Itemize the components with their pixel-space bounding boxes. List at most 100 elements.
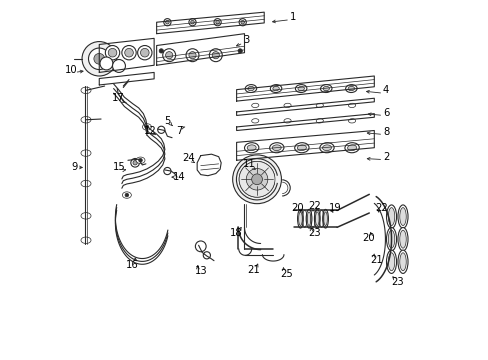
Circle shape: [108, 48, 117, 57]
Circle shape: [124, 48, 133, 57]
Text: 7: 7: [176, 126, 182, 135]
Circle shape: [239, 161, 274, 197]
Circle shape: [88, 48, 110, 69]
Ellipse shape: [81, 150, 91, 156]
Ellipse shape: [316, 119, 323, 123]
Ellipse shape: [387, 253, 394, 271]
Text: 13: 13: [194, 266, 206, 276]
Ellipse shape: [298, 212, 302, 226]
Ellipse shape: [386, 205, 396, 228]
Ellipse shape: [345, 85, 356, 93]
Ellipse shape: [284, 119, 290, 123]
Ellipse shape: [247, 86, 254, 91]
Circle shape: [163, 167, 171, 175]
Text: 11: 11: [242, 159, 255, 169]
Ellipse shape: [314, 210, 320, 228]
Ellipse shape: [386, 228, 396, 251]
Ellipse shape: [344, 143, 359, 153]
Circle shape: [163, 19, 171, 26]
Text: 20: 20: [291, 203, 303, 213]
Text: 15: 15: [113, 162, 126, 172]
Circle shape: [251, 174, 262, 185]
Ellipse shape: [81, 87, 91, 94]
Circle shape: [215, 21, 219, 24]
Text: 25: 25: [280, 269, 293, 279]
Circle shape: [188, 51, 196, 59]
Text: 9: 9: [71, 162, 77, 172]
Ellipse shape: [294, 143, 308, 153]
Circle shape: [209, 49, 222, 62]
Text: 12: 12: [144, 126, 157, 135]
Circle shape: [159, 49, 163, 53]
Ellipse shape: [323, 86, 329, 91]
Ellipse shape: [347, 86, 354, 91]
Ellipse shape: [284, 103, 290, 108]
Ellipse shape: [323, 212, 326, 226]
Text: 17: 17: [112, 93, 124, 103]
Circle shape: [125, 193, 128, 197]
Circle shape: [105, 45, 120, 60]
Ellipse shape: [272, 145, 281, 150]
Ellipse shape: [322, 145, 331, 150]
Circle shape: [94, 53, 104, 64]
Ellipse shape: [81, 213, 91, 219]
Ellipse shape: [247, 145, 256, 150]
Ellipse shape: [306, 212, 310, 226]
Text: 6: 6: [382, 108, 388, 118]
Ellipse shape: [297, 145, 305, 150]
Circle shape: [214, 19, 221, 26]
Ellipse shape: [387, 208, 394, 226]
Ellipse shape: [272, 86, 279, 91]
Ellipse shape: [319, 143, 333, 153]
Ellipse shape: [305, 210, 311, 228]
Text: 1: 1: [289, 12, 296, 22]
Ellipse shape: [397, 205, 407, 228]
Circle shape: [82, 41, 116, 76]
Circle shape: [158, 126, 164, 134]
Ellipse shape: [399, 208, 406, 226]
Ellipse shape: [81, 180, 91, 187]
Circle shape: [238, 49, 242, 53]
Ellipse shape: [251, 103, 258, 108]
Ellipse shape: [81, 237, 91, 243]
Circle shape: [112, 59, 125, 72]
Text: 21: 21: [246, 265, 259, 275]
Circle shape: [241, 21, 244, 24]
Text: 22: 22: [374, 203, 387, 213]
Circle shape: [139, 158, 142, 162]
Circle shape: [133, 161, 137, 165]
Circle shape: [163, 49, 175, 62]
Text: 2: 2: [382, 152, 388, 162]
Circle shape: [203, 252, 210, 259]
Text: 14: 14: [173, 172, 185, 182]
Text: 23: 23: [391, 277, 404, 287]
Ellipse shape: [251, 119, 258, 123]
Text: 23: 23: [307, 228, 320, 238]
Ellipse shape: [81, 117, 91, 123]
Ellipse shape: [399, 230, 406, 248]
Circle shape: [122, 45, 136, 60]
Text: 22: 22: [307, 201, 320, 211]
Circle shape: [239, 19, 246, 26]
Ellipse shape: [387, 230, 394, 248]
Ellipse shape: [244, 143, 258, 153]
Ellipse shape: [347, 145, 356, 150]
Ellipse shape: [136, 157, 144, 163]
Circle shape: [145, 125, 148, 129]
Text: 5: 5: [164, 116, 170, 126]
Text: 24: 24: [182, 153, 195, 163]
Ellipse shape: [297, 210, 303, 228]
Ellipse shape: [386, 250, 396, 273]
Ellipse shape: [316, 103, 323, 108]
Circle shape: [140, 48, 149, 57]
Ellipse shape: [244, 85, 256, 93]
Circle shape: [188, 19, 196, 26]
Text: 18: 18: [230, 228, 243, 238]
Circle shape: [190, 21, 194, 24]
Text: 16: 16: [126, 260, 139, 270]
Ellipse shape: [295, 85, 306, 93]
Ellipse shape: [322, 210, 328, 228]
Text: 3: 3: [243, 35, 249, 45]
Ellipse shape: [270, 85, 281, 93]
Text: 10: 10: [65, 64, 78, 75]
